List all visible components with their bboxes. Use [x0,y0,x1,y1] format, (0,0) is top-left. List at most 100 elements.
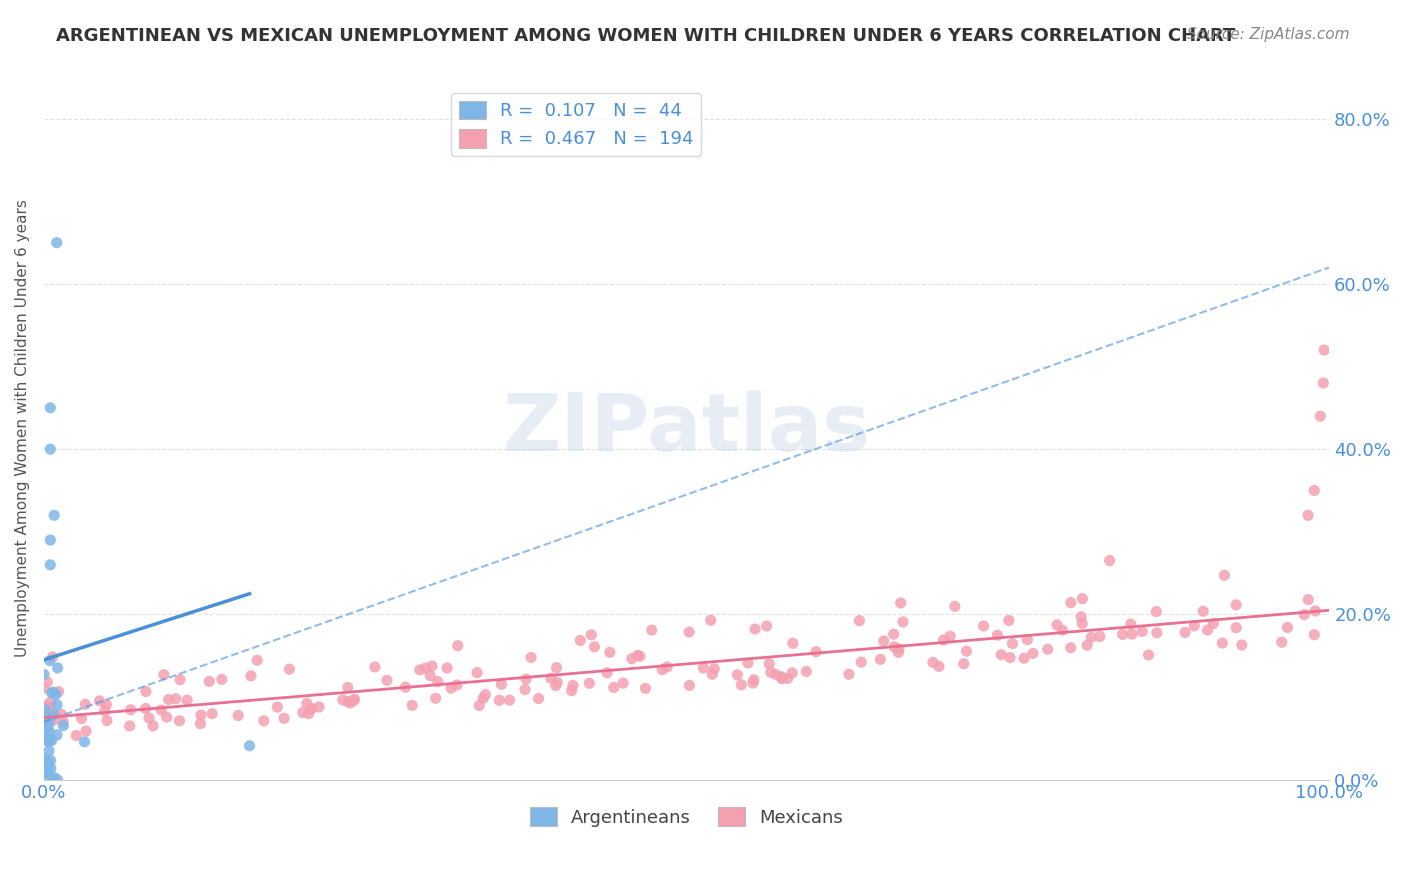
Point [887,645,910,659]
Point [628,649,651,664]
Point [1036,642,1059,657]
Point [266,700,288,714]
Point [1225,621,1247,635]
Point [952,657,974,671]
Point [561,678,583,692]
Point [278,662,301,676]
Point [1001,636,1024,650]
Point [32,766,55,780]
Point [39,442,62,457]
Point [273,711,295,725]
Point [89,694,111,708]
Point [41,733,63,747]
Point [1137,648,1160,662]
Point [401,698,423,713]
Point [343,692,366,706]
Point [699,613,721,627]
Point [990,648,1012,662]
Point [42,714,65,728]
Point [1211,636,1233,650]
Point [118,719,141,733]
Point [603,681,626,695]
Point [301,701,323,715]
Point [46,698,69,712]
Point [32,714,55,728]
Point [848,614,870,628]
Point [308,700,330,714]
Point [41,686,63,700]
Point [544,679,567,693]
Point [96,698,118,712]
Point [45,235,67,250]
Point [932,633,955,648]
Point [34,752,56,766]
Point [1192,604,1215,618]
Point [93,704,115,718]
Point [546,675,568,690]
Point [44,508,66,523]
Point [491,677,513,691]
Point [75,697,97,711]
Point [782,636,804,650]
Point [804,645,827,659]
Point [38,770,60,784]
Point [770,670,793,684]
Point [703,662,725,676]
Point [1012,651,1035,665]
Point [35,708,58,723]
Point [1088,629,1111,643]
Point [32,718,55,732]
Point [120,703,142,717]
Point [298,706,321,721]
Point [39,558,62,572]
Point [51,707,73,722]
Point [1303,604,1326,618]
Point [1111,627,1133,641]
Point [42,685,65,699]
Point [583,640,606,654]
Point [759,665,782,680]
Point [38,714,60,728]
Point [1303,628,1326,642]
Point [883,640,905,654]
Point [922,656,945,670]
Point [39,754,62,768]
Point [851,655,873,669]
Point [436,661,458,675]
Point [612,676,634,690]
Point [364,660,387,674]
Point [472,691,495,706]
Point [46,772,69,787]
Point [37,698,59,713]
Point [446,678,468,692]
Point [692,661,714,675]
Point [780,665,803,680]
Point [337,695,360,709]
Point [678,625,700,640]
Point [34,702,56,716]
Point [1017,632,1039,647]
Point [1277,620,1299,634]
Point [409,663,432,677]
Point [1312,376,1334,390]
Point [39,705,62,719]
Point [295,696,318,710]
Y-axis label: Unemployment Among Women with Children Under 6 years: Unemployment Among Women with Children U… [15,200,30,657]
Point [415,661,437,675]
Point [1182,619,1205,633]
Point [426,674,449,689]
Point [48,684,70,698]
Point [238,739,260,753]
Point [38,723,60,738]
Point [1071,616,1094,631]
Point [730,678,752,692]
Point [1146,625,1168,640]
Point [226,708,249,723]
Point [342,694,364,708]
Point [38,654,60,668]
Point [1098,553,1121,567]
Point [165,691,187,706]
Point [157,692,180,706]
Point [1174,625,1197,640]
Point [156,710,179,724]
